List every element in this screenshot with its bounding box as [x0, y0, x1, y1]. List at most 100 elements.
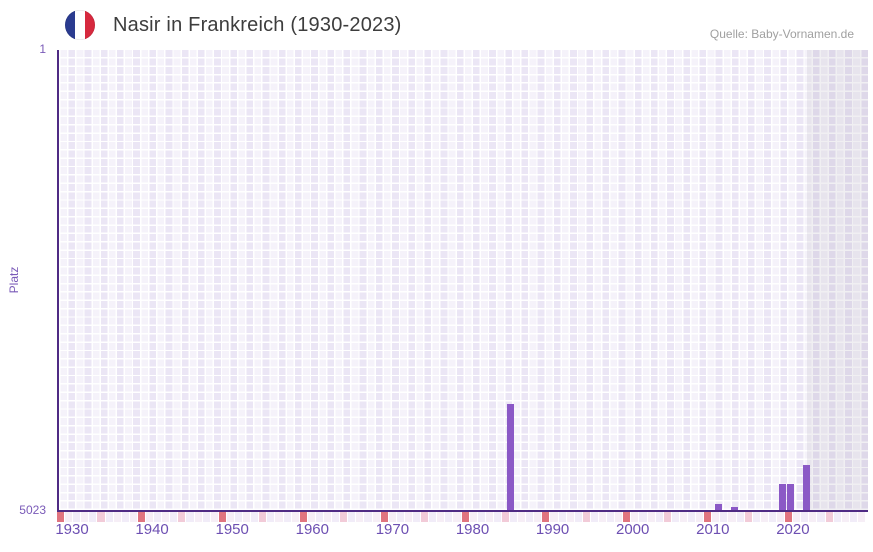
- year-mark: [655, 512, 663, 522]
- year-mark: [841, 512, 849, 522]
- half-decade-mark: [340, 512, 348, 522]
- decade-mark: [542, 512, 550, 522]
- x-tick-label-2000: 2000: [616, 521, 650, 538]
- year-mark: [712, 512, 720, 522]
- half-decade-mark: [178, 512, 186, 522]
- year-mark: [736, 512, 744, 522]
- year-mark: [671, 512, 679, 522]
- half-decade-mark: [259, 512, 267, 522]
- year-mark: [234, 512, 243, 522]
- year-mark: [857, 512, 865, 522]
- year-mark: [615, 512, 623, 522]
- bar-2012[interactable]: [730, 507, 739, 510]
- half-decade-mark: [582, 512, 590, 522]
- year-mark: [566, 512, 574, 522]
- year-mark: [833, 512, 841, 522]
- year-mark: [590, 512, 599, 522]
- year-mark: [574, 512, 582, 522]
- x-tick-label-1990: 1990: [535, 521, 570, 538]
- year-mark: [89, 512, 97, 522]
- year-mark: [73, 512, 81, 522]
- year-mark: [323, 512, 332, 522]
- year-mark: [226, 512, 234, 522]
- decade-mark: [57, 512, 65, 522]
- year-mark: [760, 512, 768, 522]
- x-tick-label-1960: 1960: [295, 521, 329, 538]
- year-mark: [631, 512, 639, 522]
- year-mark: [510, 512, 518, 522]
- year-mark: [145, 512, 154, 522]
- decade-mark: [623, 512, 631, 522]
- year-mark: [105, 512, 113, 522]
- source-credit: Quelle: Baby-Vornamen.de: [709, 27, 854, 41]
- year-mark: [154, 512, 162, 522]
- year-mark: [81, 512, 89, 522]
- year-mark: [728, 512, 736, 522]
- half-decade-mark: [97, 512, 105, 522]
- year-mark: [599, 512, 607, 522]
- year-mark: [113, 512, 121, 522]
- x-tick-label-1940: 1940: [135, 521, 169, 538]
- decade-mark: [299, 512, 307, 522]
- year-mark: [777, 512, 785, 522]
- year-mark: [849, 512, 857, 522]
- recent-years-band: [806, 50, 868, 510]
- year-mark: [267, 512, 275, 522]
- decade-mark: [218, 512, 226, 522]
- year-mark: [396, 512, 404, 522]
- year-mark: [720, 512, 728, 522]
- year-mark: [186, 512, 194, 522]
- year-mark: [243, 512, 251, 522]
- bar-2021[interactable]: [802, 464, 811, 510]
- y-axis-label-top: 1: [39, 42, 46, 56]
- y-axis-label-bottom: 5023: [19, 503, 46, 517]
- year-mark: [437, 512, 445, 522]
- year-mark: [558, 512, 566, 522]
- year-mark: [534, 512, 542, 522]
- x-tick-label-2020: 2020: [776, 521, 810, 538]
- bar-2019[interactable]: [786, 483, 795, 510]
- year-mark: [639, 512, 647, 522]
- year-mark: [607, 512, 615, 522]
- decade-mark: [704, 512, 712, 522]
- year-mark: [332, 512, 340, 522]
- year-mark: [469, 512, 477, 522]
- half-decade-mark: [744, 512, 752, 522]
- year-mark: [485, 512, 493, 522]
- decade-mark: [785, 512, 793, 522]
- year-mark: [817, 512, 825, 522]
- year-mark: [453, 512, 461, 522]
- year-mark: [404, 512, 412, 522]
- year-mark: [315, 512, 323, 522]
- year-mark: [793, 512, 801, 522]
- year-mark: [121, 512, 129, 522]
- year-mark: [429, 512, 437, 522]
- year-mark: [696, 512, 704, 522]
- year-mark: [518, 512, 526, 522]
- year-mark: [445, 512, 453, 522]
- x-tick-label-2010: 2010: [696, 521, 730, 538]
- year-mark: [388, 512, 396, 522]
- decade-mark: [380, 512, 388, 522]
- half-decade-mark: [663, 512, 671, 522]
- decade-mark: [137, 512, 145, 522]
- bar-2018[interactable]: [778, 483, 787, 510]
- bar-1984[interactable]: [506, 403, 515, 510]
- year-mark: [170, 512, 178, 522]
- bar-2010[interactable]: [714, 504, 723, 510]
- decade-mark: [461, 512, 469, 522]
- year-mark: [283, 512, 291, 522]
- year-mark: [251, 512, 259, 522]
- y-axis-title: Platz: [7, 266, 21, 294]
- year-mark: [275, 512, 283, 522]
- half-decade-mark: [421, 512, 429, 522]
- france-flag-icon: [65, 10, 95, 40]
- year-mark: [550, 512, 558, 522]
- year-mark: [348, 512, 356, 522]
- year-mark: [679, 512, 688, 522]
- plot-area: [57, 50, 868, 512]
- year-mark: [412, 512, 421, 522]
- year-mark: [364, 512, 372, 522]
- year-mark: [65, 512, 73, 522]
- year-mark: [372, 512, 380, 522]
